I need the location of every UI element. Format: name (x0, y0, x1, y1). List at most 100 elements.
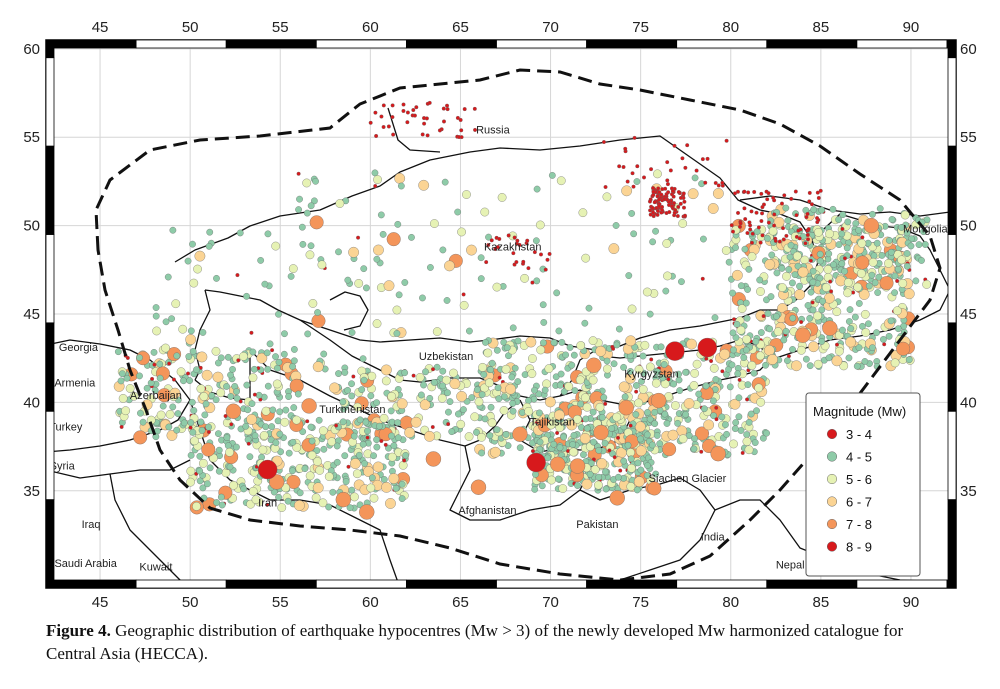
earthquake-point (411, 373, 416, 378)
earthquake-point (602, 468, 609, 476)
earthquake-point (290, 404, 298, 411)
earthquake-point (694, 426, 709, 441)
earthquake-point (311, 313, 326, 328)
earthquake-point (828, 279, 833, 284)
earthquake-point (487, 403, 495, 411)
earthquake-point (702, 382, 710, 390)
earthquake-point (621, 185, 633, 197)
earthquake-point (309, 215, 324, 230)
earthquake-point (216, 388, 226, 398)
earthquake-point (199, 484, 207, 492)
earthquake-point (185, 334, 197, 345)
earthquake-point (527, 369, 537, 379)
frame-segment-left (45, 39, 55, 59)
earthquake-point (361, 460, 369, 467)
earthquake-point (892, 306, 902, 316)
earthquake-point (743, 314, 751, 322)
earthquake-point (486, 243, 491, 248)
earthquake-point (694, 168, 699, 173)
earthquake-point (719, 348, 731, 360)
earthquake-point (737, 377, 742, 382)
earthquake-point (169, 387, 181, 399)
earthquake-point (311, 493, 321, 503)
earthquake-point (459, 300, 469, 310)
earthquake-point (445, 103, 450, 108)
frame-segment-top (766, 39, 858, 49)
earthquake-point (376, 422, 383, 430)
earthquake-point (164, 273, 172, 281)
earthquake-point (777, 283, 787, 292)
earthquake-point (618, 381, 630, 393)
earthquake-point (401, 108, 406, 113)
earthquake-point (189, 240, 196, 248)
earthquake-point (335, 491, 352, 508)
earthquake-point (368, 120, 373, 125)
earthquake-point (678, 195, 683, 200)
earthquake-point (533, 185, 541, 193)
earthquake-point (818, 338, 826, 345)
lat-tick-right: 45 (960, 306, 977, 323)
earthquake-point (371, 169, 379, 177)
earthquake-point (383, 442, 388, 447)
earthquake-point (656, 204, 661, 209)
earthquake-point (807, 190, 812, 195)
earthquake-point (816, 257, 824, 265)
earthquake-point (215, 467, 223, 475)
earthquake-point (290, 357, 298, 365)
earthquake-point (206, 464, 214, 472)
earthquake-point (653, 432, 661, 439)
earthquake-point (186, 466, 196, 476)
earthquake-point (655, 209, 660, 214)
earthquake-point (822, 320, 838, 336)
earthquake-point (348, 392, 356, 400)
earthquake-point (753, 407, 760, 415)
lat-tick-left: 40 (23, 394, 40, 411)
earthquake-point (483, 348, 493, 358)
earthquake-point (676, 387, 684, 394)
earthquake-point (874, 289, 882, 296)
earthquake-point (446, 398, 454, 405)
frame-segment-right (947, 39, 957, 59)
earthquake-point (344, 386, 352, 394)
earthquake-point (391, 132, 396, 137)
earthquake-point (289, 467, 296, 475)
earthquake-point (441, 106, 446, 111)
earthquake-point (746, 190, 751, 195)
earthquake-point (634, 459, 642, 467)
earthquake-point (651, 189, 656, 194)
earthquake-point (525, 336, 537, 348)
earthquake-point (373, 175, 382, 184)
earthquake-point (437, 128, 442, 133)
earthquake-point (212, 371, 224, 383)
earthquake-point (199, 458, 208, 468)
earthquake-point (215, 446, 223, 454)
earthquake-point (325, 503, 333, 511)
earthquake-point (373, 110, 378, 115)
lon-tick-bottom: 55 (272, 594, 289, 610)
earthquake-point (676, 190, 681, 195)
earthquake-point (651, 408, 659, 416)
earthquake-point (495, 395, 503, 403)
earthquake-point (298, 223, 306, 231)
earthquake-point (710, 397, 717, 405)
earthquake-point (408, 234, 415, 241)
earthquake-point (441, 178, 449, 186)
earthquake-point (180, 377, 187, 385)
place-label: Kyrgyzstan (624, 369, 678, 381)
earthquake-point (731, 425, 739, 432)
earthquake-point (825, 354, 833, 362)
frame-segment-right (947, 410, 957, 501)
frame-segment-top (676, 39, 768, 49)
earthquake-point (600, 394, 608, 401)
earthquake-point (474, 397, 484, 407)
earthquake-point (430, 425, 435, 430)
earthquake-point (843, 244, 851, 252)
earthquake-point (248, 486, 258, 496)
earthquake-point (627, 455, 635, 463)
earthquake-point (538, 482, 546, 490)
earthquake-point (894, 325, 902, 333)
earthquake-point (395, 291, 403, 299)
earthquake-point (751, 439, 759, 446)
earthquake-point (668, 168, 673, 173)
earthquake-point (313, 447, 321, 454)
